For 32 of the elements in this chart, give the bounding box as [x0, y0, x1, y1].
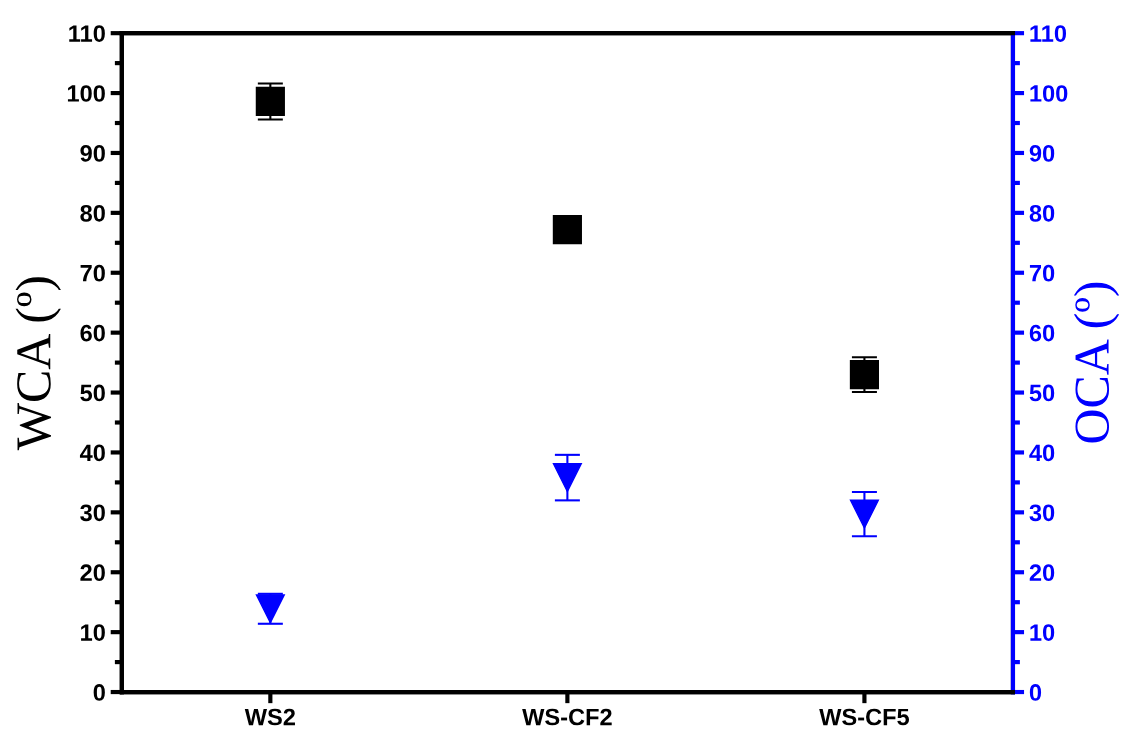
- x-tick-label: WS-CF5: [819, 708, 910, 726]
- y2-tick-label: 110: [1030, 25, 1067, 42]
- point: [552, 215, 582, 245]
- y2-tick-label: 0: [1029, 684, 1042, 701]
- y2-tick-label: 30: [1029, 504, 1055, 522]
- y-tick-label: 10: [81, 624, 105, 641]
- y2-tick-label: 70: [1029, 264, 1055, 282]
- point: [849, 499, 880, 529]
- y2-tick-label: 100: [1030, 85, 1068, 102]
- y2-tick-label: 10: [1030, 624, 1055, 641]
- y2-axis-title: OCA (º): [1073, 282, 1120, 443]
- y-tick-label: 0: [93, 684, 105, 701]
- y2-tick-label: 50: [1029, 384, 1055, 402]
- y-tick-label: 80: [80, 204, 105, 222]
- y2-tick-label: 20: [1029, 564, 1055, 582]
- point: [552, 463, 582, 493]
- y2-tick-label: 80: [1029, 204, 1055, 222]
- y-tick-label: 30: [80, 504, 105, 522]
- y-tick-label: 90: [80, 145, 105, 162]
- y2-tick-label: 40: [1029, 444, 1055, 462]
- y-tick-label: 100: [67, 85, 105, 102]
- y-tick-label: 60: [80, 324, 105, 342]
- y-tick-label: 70: [80, 264, 105, 282]
- y-tick-label: 50: [80, 384, 105, 402]
- x-tick-label: WS2: [244, 708, 295, 726]
- y-tick-label: 110: [69, 25, 105, 42]
- y-axis-title: WCA (º): [15, 277, 61, 451]
- x-tick-label: WS-CF2: [522, 708, 612, 726]
- y-tick-label: 40: [79, 444, 105, 462]
- y2-tick-label: 60: [1029, 324, 1055, 342]
- y-tick-label: 20: [80, 564, 105, 582]
- y2-tick-label: 90: [1029, 145, 1055, 162]
